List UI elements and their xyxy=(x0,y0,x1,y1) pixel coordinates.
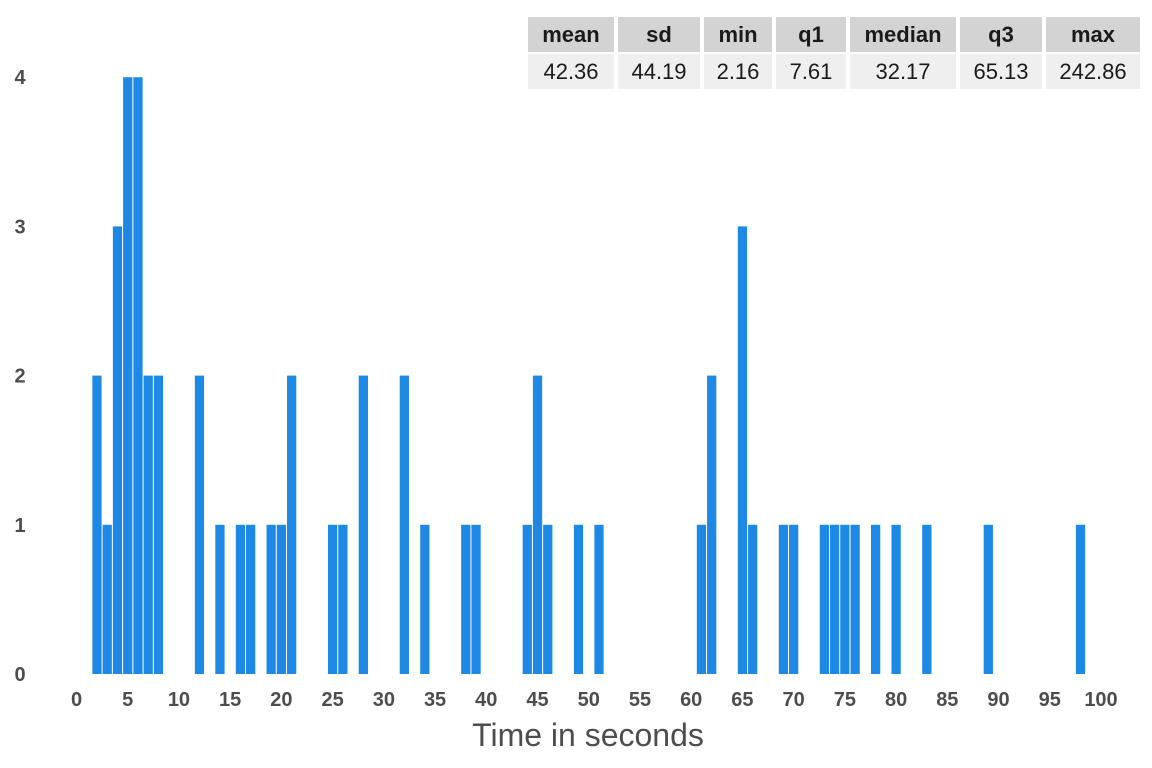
histogram-bar xyxy=(92,375,102,674)
y-tick-label: 0 xyxy=(14,664,25,686)
stats-value-max: 242.86 xyxy=(1046,54,1140,89)
x-tick-label: 40 xyxy=(475,689,497,711)
histogram-bar xyxy=(133,77,143,674)
histogram-bar xyxy=(789,524,799,674)
x-tick-label: 95 xyxy=(1039,689,1061,711)
histogram-bar xyxy=(696,524,707,674)
histogram-bar xyxy=(891,524,901,674)
histogram-bar xyxy=(573,524,584,674)
histogram-bar xyxy=(922,524,932,674)
summary-stats-header-row: mean sd min q1 median q3 max xyxy=(528,17,1140,52)
y-axis-ticks: 0 1 2 3 4 xyxy=(14,67,26,686)
histogram-bar xyxy=(778,524,789,674)
x-tick-label: 85 xyxy=(936,689,958,711)
histogram-bar xyxy=(276,524,287,674)
x-tick-label: 15 xyxy=(219,689,241,711)
histogram-bar xyxy=(830,524,840,674)
stats-header-sd: sd xyxy=(618,17,700,52)
y-tick-label: 2 xyxy=(14,366,25,388)
x-tick-label: 80 xyxy=(885,689,907,711)
stats-header-median: median xyxy=(850,17,956,52)
histogram-bar xyxy=(420,524,430,674)
x-tick-label: 5 xyxy=(122,689,133,711)
histogram-bar xyxy=(737,226,748,674)
x-tick-label: 90 xyxy=(987,689,1009,711)
y-tick-label: 1 xyxy=(14,515,25,537)
histogram-bar xyxy=(522,524,532,674)
stats-value-median: 32.17 xyxy=(850,54,956,89)
histogram-bar xyxy=(338,524,348,674)
histogram-bar xyxy=(707,375,717,674)
histogram-bar xyxy=(266,524,276,674)
histogram-bar xyxy=(471,524,481,674)
stats-value-mean: 42.36 xyxy=(528,54,614,89)
histogram-bar xyxy=(102,524,112,674)
x-tick-label: 75 xyxy=(834,689,856,711)
histogram-bar xyxy=(461,524,471,674)
stats-value-q3: 65.13 xyxy=(960,54,1042,89)
histogram-bar xyxy=(123,77,133,674)
x-tick-label: 25 xyxy=(322,689,344,711)
x-tick-label: 65 xyxy=(731,689,753,711)
histogram-bar xyxy=(153,375,164,674)
histogram-bar xyxy=(399,375,409,674)
histogram-bar xyxy=(215,524,225,674)
histogram-bar xyxy=(748,524,758,674)
histogram-bar xyxy=(594,524,604,674)
histogram-bar xyxy=(235,524,246,674)
y-tick-label: 3 xyxy=(14,216,25,238)
x-tick-label: 45 xyxy=(526,689,548,711)
x-tick-label: 10 xyxy=(168,689,190,711)
histogram-bar xyxy=(112,226,123,674)
histogram-bars xyxy=(92,77,1086,674)
x-tick-label: 0 xyxy=(71,689,82,711)
histogram-bar xyxy=(850,524,860,674)
histogram-bar xyxy=(143,375,153,674)
stats-header-mean: mean xyxy=(528,17,614,52)
x-tick-label: 50 xyxy=(578,689,600,711)
stats-header-max: max xyxy=(1046,17,1140,52)
summary-stats-value-row: 42.36 44.19 2.16 7.61 32.17 65.13 242.86 xyxy=(528,54,1140,89)
histogram-bar xyxy=(194,375,205,674)
x-tick-label: 55 xyxy=(629,689,651,711)
histogram-bar xyxy=(819,524,830,674)
summary-stats-table: mean sd min q1 median q3 max 42.36 44.19 2.16 7.6… xyxy=(524,17,1144,89)
histogram-bar xyxy=(543,524,553,674)
histogram-bar xyxy=(870,524,881,674)
x-tick-label: 60 xyxy=(680,689,702,711)
histogram-bar xyxy=(532,375,543,674)
stats-value-min: 2.16 xyxy=(704,54,772,89)
x-tick-label: 20 xyxy=(270,689,292,711)
x-tick-label: 70 xyxy=(783,689,805,711)
histogram-bar xyxy=(840,524,850,674)
histogram-bar xyxy=(1075,524,1086,674)
x-axis-ticks: 0 5 10 15 20 25 30 35 40 45 50 55 60 65 70 75 80 85 90 95 10… xyxy=(71,689,1118,711)
histogram-bar xyxy=(287,375,297,674)
x-tick-label: 100 xyxy=(1084,689,1117,711)
stats-value-q1: 7.61 xyxy=(776,54,846,89)
histogram-bar xyxy=(246,524,256,674)
x-tick-label: 35 xyxy=(424,689,446,711)
y-tick-label: 4 xyxy=(14,67,26,89)
stats-header-q3: q3 xyxy=(960,17,1042,52)
x-tick-label: 30 xyxy=(373,689,395,711)
stats-header-q1: q1 xyxy=(776,17,846,52)
stats-value-sd: 44.19 xyxy=(618,54,700,89)
x-axis-title: Time in seconds xyxy=(472,717,704,753)
histogram-bar xyxy=(983,524,993,674)
stats-header-min: min xyxy=(704,17,772,52)
histogram-bar xyxy=(328,524,338,674)
histogram-bar xyxy=(358,375,368,674)
